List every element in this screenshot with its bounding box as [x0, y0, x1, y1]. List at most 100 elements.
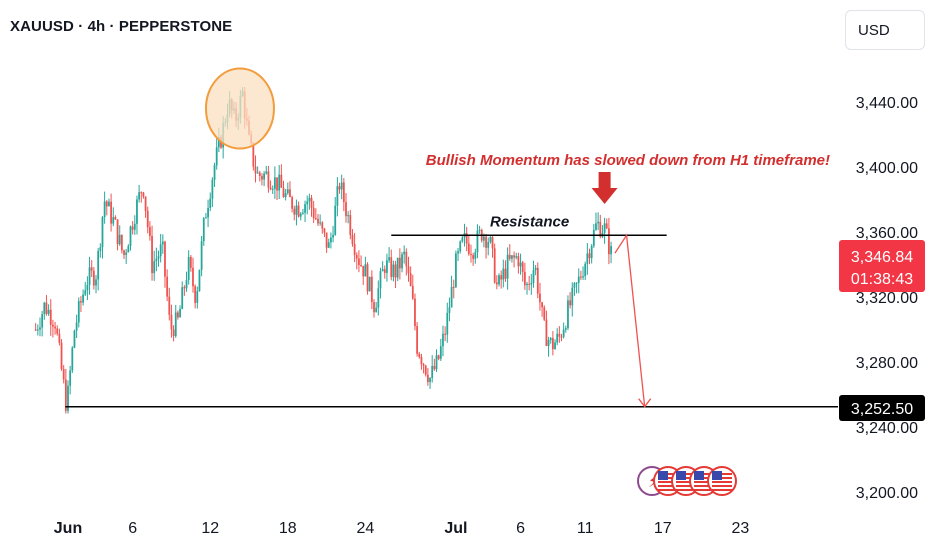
candle-body: [608, 228, 610, 255]
candle-body: [394, 264, 397, 278]
current-price-label: 3,346.84: [851, 249, 913, 266]
candle-body: [64, 379, 67, 411]
y-tick-label: 3,200.00: [856, 485, 918, 502]
candle-body: [597, 221, 600, 224]
candle-body: [547, 340, 550, 346]
candle-body: [205, 217, 207, 219]
x-tick-label: 18: [279, 520, 297, 537]
candle-body: [47, 309, 50, 314]
candle-body: [334, 205, 337, 235]
candle-body: [90, 267, 93, 271]
overlays-layer: Resistance Bullish Momentum has slowed d…: [65, 67, 838, 496]
candle-body: [332, 234, 334, 238]
candle-body: [54, 326, 56, 329]
candle-body: [265, 171, 268, 174]
price-axis[interactable]: 3,200.00 3,240.00 3,280.00 3,320.00 3,360.00…: [856, 95, 918, 502]
candle-body: [439, 346, 442, 359]
candle-body: [293, 208, 296, 215]
candle-body: [551, 338, 554, 350]
candle-body: [355, 255, 358, 259]
peak-highlight-ellipse: [204, 67, 275, 150]
candle-body: [498, 275, 500, 285]
candle-body: [86, 284, 89, 291]
candle-body: [194, 286, 197, 303]
candle-body: [595, 223, 597, 230]
candle-body: [508, 254, 511, 259]
candle-body: [95, 279, 97, 286]
y-tick-label: 3,360.00: [856, 225, 918, 242]
candle-body: [431, 365, 434, 379]
candle-body: [82, 294, 84, 303]
candle-body: [209, 198, 212, 208]
candle-body: [34, 329, 37, 331]
candle-body: [562, 329, 565, 337]
candle-body: [392, 264, 395, 277]
candle-body: [450, 286, 453, 308]
candle-body: [472, 255, 475, 259]
candle-body: [418, 353, 421, 358]
candle-body: [452, 286, 455, 288]
candle-body: [588, 253, 591, 259]
candle-body: [554, 342, 556, 350]
candle-body: [358, 258, 360, 265]
candle-body: [483, 236, 485, 241]
candle-body: [476, 230, 479, 253]
candle-body: [196, 291, 199, 303]
candle-body: [73, 330, 76, 348]
candle-body: [187, 257, 190, 281]
candle-body: [319, 222, 322, 224]
candle-body: [168, 296, 171, 315]
candle-body: [465, 233, 468, 244]
candle-body: [133, 223, 136, 230]
candle-body: [317, 218, 319, 224]
candle-body: [564, 328, 567, 330]
candle-body: [523, 271, 526, 286]
candle-body: [493, 248, 496, 283]
candle-body: [442, 333, 444, 347]
candle-body: [215, 147, 218, 166]
candle-body: [108, 201, 110, 207]
candle-body: [103, 201, 106, 218]
candle-body: [127, 246, 130, 253]
candle-body: [360, 264, 362, 266]
candle-body: [254, 166, 257, 174]
candle-body: [269, 187, 272, 190]
candle-body: [495, 282, 498, 285]
candle-body: [185, 280, 188, 289]
candle-body: [504, 268, 507, 279]
candle-body: [370, 276, 373, 303]
candle-body: [521, 262, 524, 272]
candle-body: [511, 255, 513, 259]
candle-body: [97, 250, 100, 280]
annotation-headline: Bullish Momentum has slowed down from H1…: [426, 152, 830, 169]
currency-button[interactable]: USD: [845, 10, 925, 50]
symbol-title[interactable]: XAUUSD · 4h · PEPPERSTONE: [10, 18, 233, 35]
candle-body: [278, 174, 281, 191]
candle-body: [474, 252, 477, 259]
x-tick-label: 23: [731, 520, 749, 537]
candle-body: [403, 251, 406, 255]
x-tick-label: Jun: [54, 520, 82, 537]
candle-body: [267, 171, 270, 188]
candle-body: [590, 245, 593, 259]
candle-body: [409, 273, 412, 286]
candle-body: [603, 223, 606, 233]
candle-body: [534, 267, 537, 271]
candle-body: [478, 229, 481, 231]
candle-body: [448, 307, 451, 313]
candle-body: [202, 218, 205, 242]
economic-events-flags[interactable]: ⚡: [637, 466, 737, 496]
candle-body: [67, 385, 69, 411]
candle-body: [71, 347, 74, 371]
candle-body: [159, 244, 162, 257]
time-axis[interactable]: Jun 6 12 18 24 Jul 6 11 17 23: [54, 520, 750, 537]
candle-body: [200, 241, 203, 270]
candle-body: [491, 237, 494, 249]
candle-body: [513, 255, 515, 258]
x-tick-label: 17: [654, 520, 672, 537]
candle-body: [172, 329, 175, 337]
candle-body: [455, 253, 457, 288]
candle-body: [136, 199, 138, 224]
us-flag-icon[interactable]: [707, 466, 737, 496]
